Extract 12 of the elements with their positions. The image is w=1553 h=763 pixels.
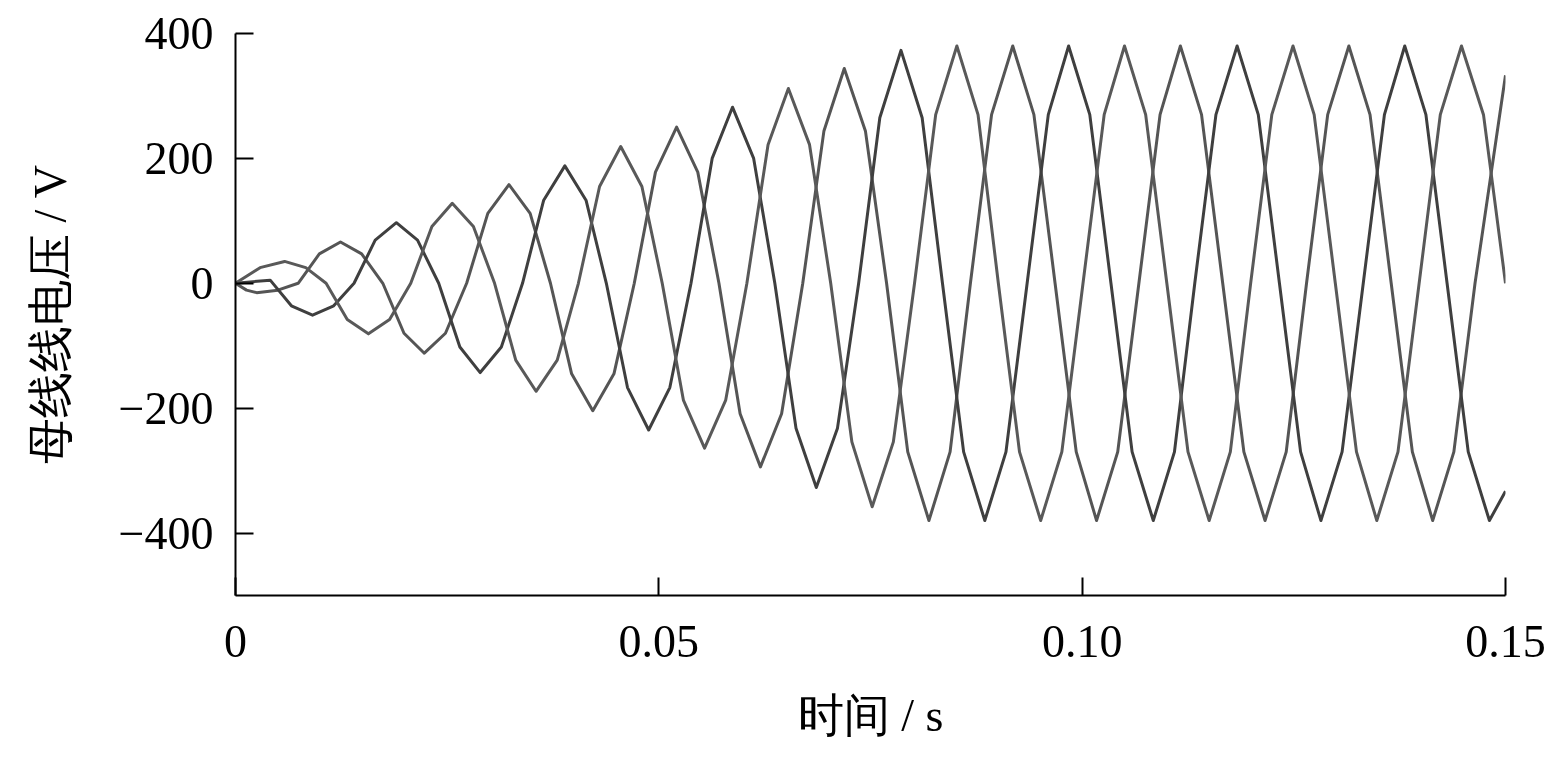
line-series [235, 44, 1506, 523]
x-tick-label: 0.10 [1041, 615, 1123, 667]
y-tick-label: −200 [118, 382, 214, 434]
y-axis-title: 母线线电压 / V [24, 165, 76, 464]
y-tick-label: 0 [190, 257, 214, 309]
y-tick-label: 200 [144, 132, 214, 184]
y-tick-label: 400 [144, 8, 214, 59]
x-tick-label: 0.15 [1465, 615, 1546, 667]
x-axis-title: 时间 / s [797, 689, 944, 741]
x-tick-label: 0 [224, 615, 247, 667]
x-tick-label: 0.05 [618, 615, 700, 667]
y-tick-label: −400 [118, 507, 214, 559]
